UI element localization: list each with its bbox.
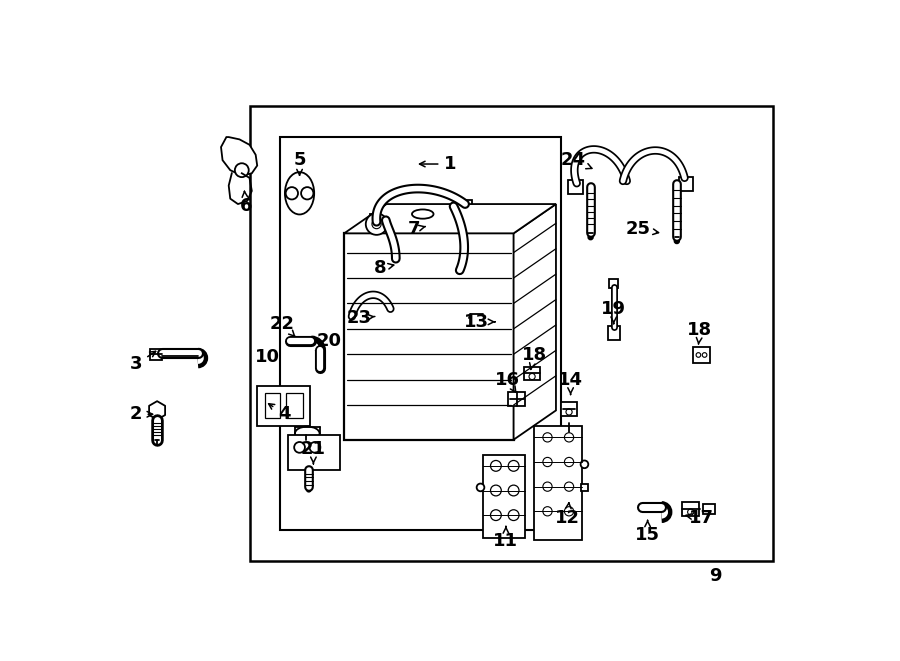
Polygon shape: [514, 204, 556, 440]
Text: 13: 13: [464, 313, 495, 331]
Circle shape: [543, 507, 552, 516]
Ellipse shape: [285, 172, 314, 214]
Bar: [346, 313, 357, 323]
Text: 19: 19: [601, 300, 626, 323]
Text: 9: 9: [709, 567, 722, 585]
Text: 11: 11: [493, 527, 518, 551]
Bar: [387, 261, 404, 275]
Ellipse shape: [412, 210, 434, 219]
Circle shape: [294, 442, 305, 453]
Circle shape: [543, 433, 552, 442]
Circle shape: [702, 353, 706, 358]
Text: 22: 22: [270, 315, 295, 336]
Bar: [257, 386, 310, 426]
Bar: [461, 200, 472, 213]
Text: 5: 5: [293, 151, 306, 175]
Text: 20: 20: [316, 332, 341, 350]
Circle shape: [285, 187, 298, 200]
Ellipse shape: [295, 426, 319, 440]
Bar: [568, 180, 583, 194]
Circle shape: [564, 433, 573, 442]
Bar: [371, 214, 382, 225]
Text: 8: 8: [374, 259, 393, 277]
Text: 4: 4: [268, 404, 291, 423]
Bar: [562, 402, 577, 416]
Text: 6: 6: [239, 191, 252, 215]
Text: 12: 12: [555, 503, 580, 527]
Circle shape: [491, 461, 501, 471]
Text: 24: 24: [561, 151, 592, 169]
Bar: [535, 426, 582, 540]
Circle shape: [508, 510, 519, 520]
Bar: [682, 502, 699, 516]
Bar: [482, 455, 526, 538]
Circle shape: [564, 482, 573, 491]
Bar: [680, 177, 693, 191]
Text: 3: 3: [130, 351, 156, 373]
Polygon shape: [221, 137, 257, 176]
Circle shape: [372, 219, 382, 229]
Circle shape: [566, 409, 572, 415]
Circle shape: [508, 461, 519, 471]
Polygon shape: [344, 204, 556, 233]
Bar: [150, 349, 163, 360]
Bar: [703, 504, 716, 514]
Circle shape: [365, 214, 387, 235]
Bar: [280, 137, 562, 529]
Text: 1: 1: [419, 155, 456, 173]
Circle shape: [491, 485, 501, 496]
Bar: [608, 327, 620, 340]
Circle shape: [674, 239, 680, 243]
Circle shape: [543, 457, 552, 467]
Circle shape: [543, 482, 552, 491]
Text: 14: 14: [558, 371, 583, 394]
Bar: [285, 393, 302, 418]
Bar: [249, 106, 773, 561]
Bar: [344, 233, 514, 440]
Text: 21: 21: [301, 440, 326, 463]
Circle shape: [696, 353, 701, 358]
Circle shape: [580, 461, 589, 468]
Text: 17: 17: [686, 509, 714, 527]
Circle shape: [307, 487, 311, 492]
Circle shape: [310, 442, 320, 453]
Circle shape: [564, 507, 573, 516]
Bar: [609, 279, 618, 288]
Text: 18: 18: [688, 321, 713, 344]
Circle shape: [491, 510, 501, 520]
Bar: [693, 347, 710, 363]
Circle shape: [564, 457, 573, 467]
Text: 10: 10: [255, 348, 280, 366]
Text: 23: 23: [347, 309, 375, 327]
Circle shape: [508, 485, 519, 496]
Bar: [288, 435, 340, 470]
Circle shape: [589, 235, 593, 239]
Text: 18: 18: [522, 346, 547, 369]
Text: 7: 7: [408, 221, 426, 239]
Text: 25: 25: [626, 221, 659, 239]
Circle shape: [477, 484, 484, 491]
Bar: [580, 484, 589, 491]
Polygon shape: [482, 304, 515, 324]
Bar: [525, 367, 540, 380]
Circle shape: [529, 373, 535, 379]
Circle shape: [688, 509, 694, 515]
Bar: [508, 392, 526, 406]
Text: 16: 16: [495, 371, 520, 392]
Circle shape: [235, 163, 248, 177]
Bar: [265, 393, 280, 418]
Text: 2: 2: [130, 405, 153, 423]
Circle shape: [302, 187, 313, 200]
Text: 15: 15: [635, 520, 660, 544]
